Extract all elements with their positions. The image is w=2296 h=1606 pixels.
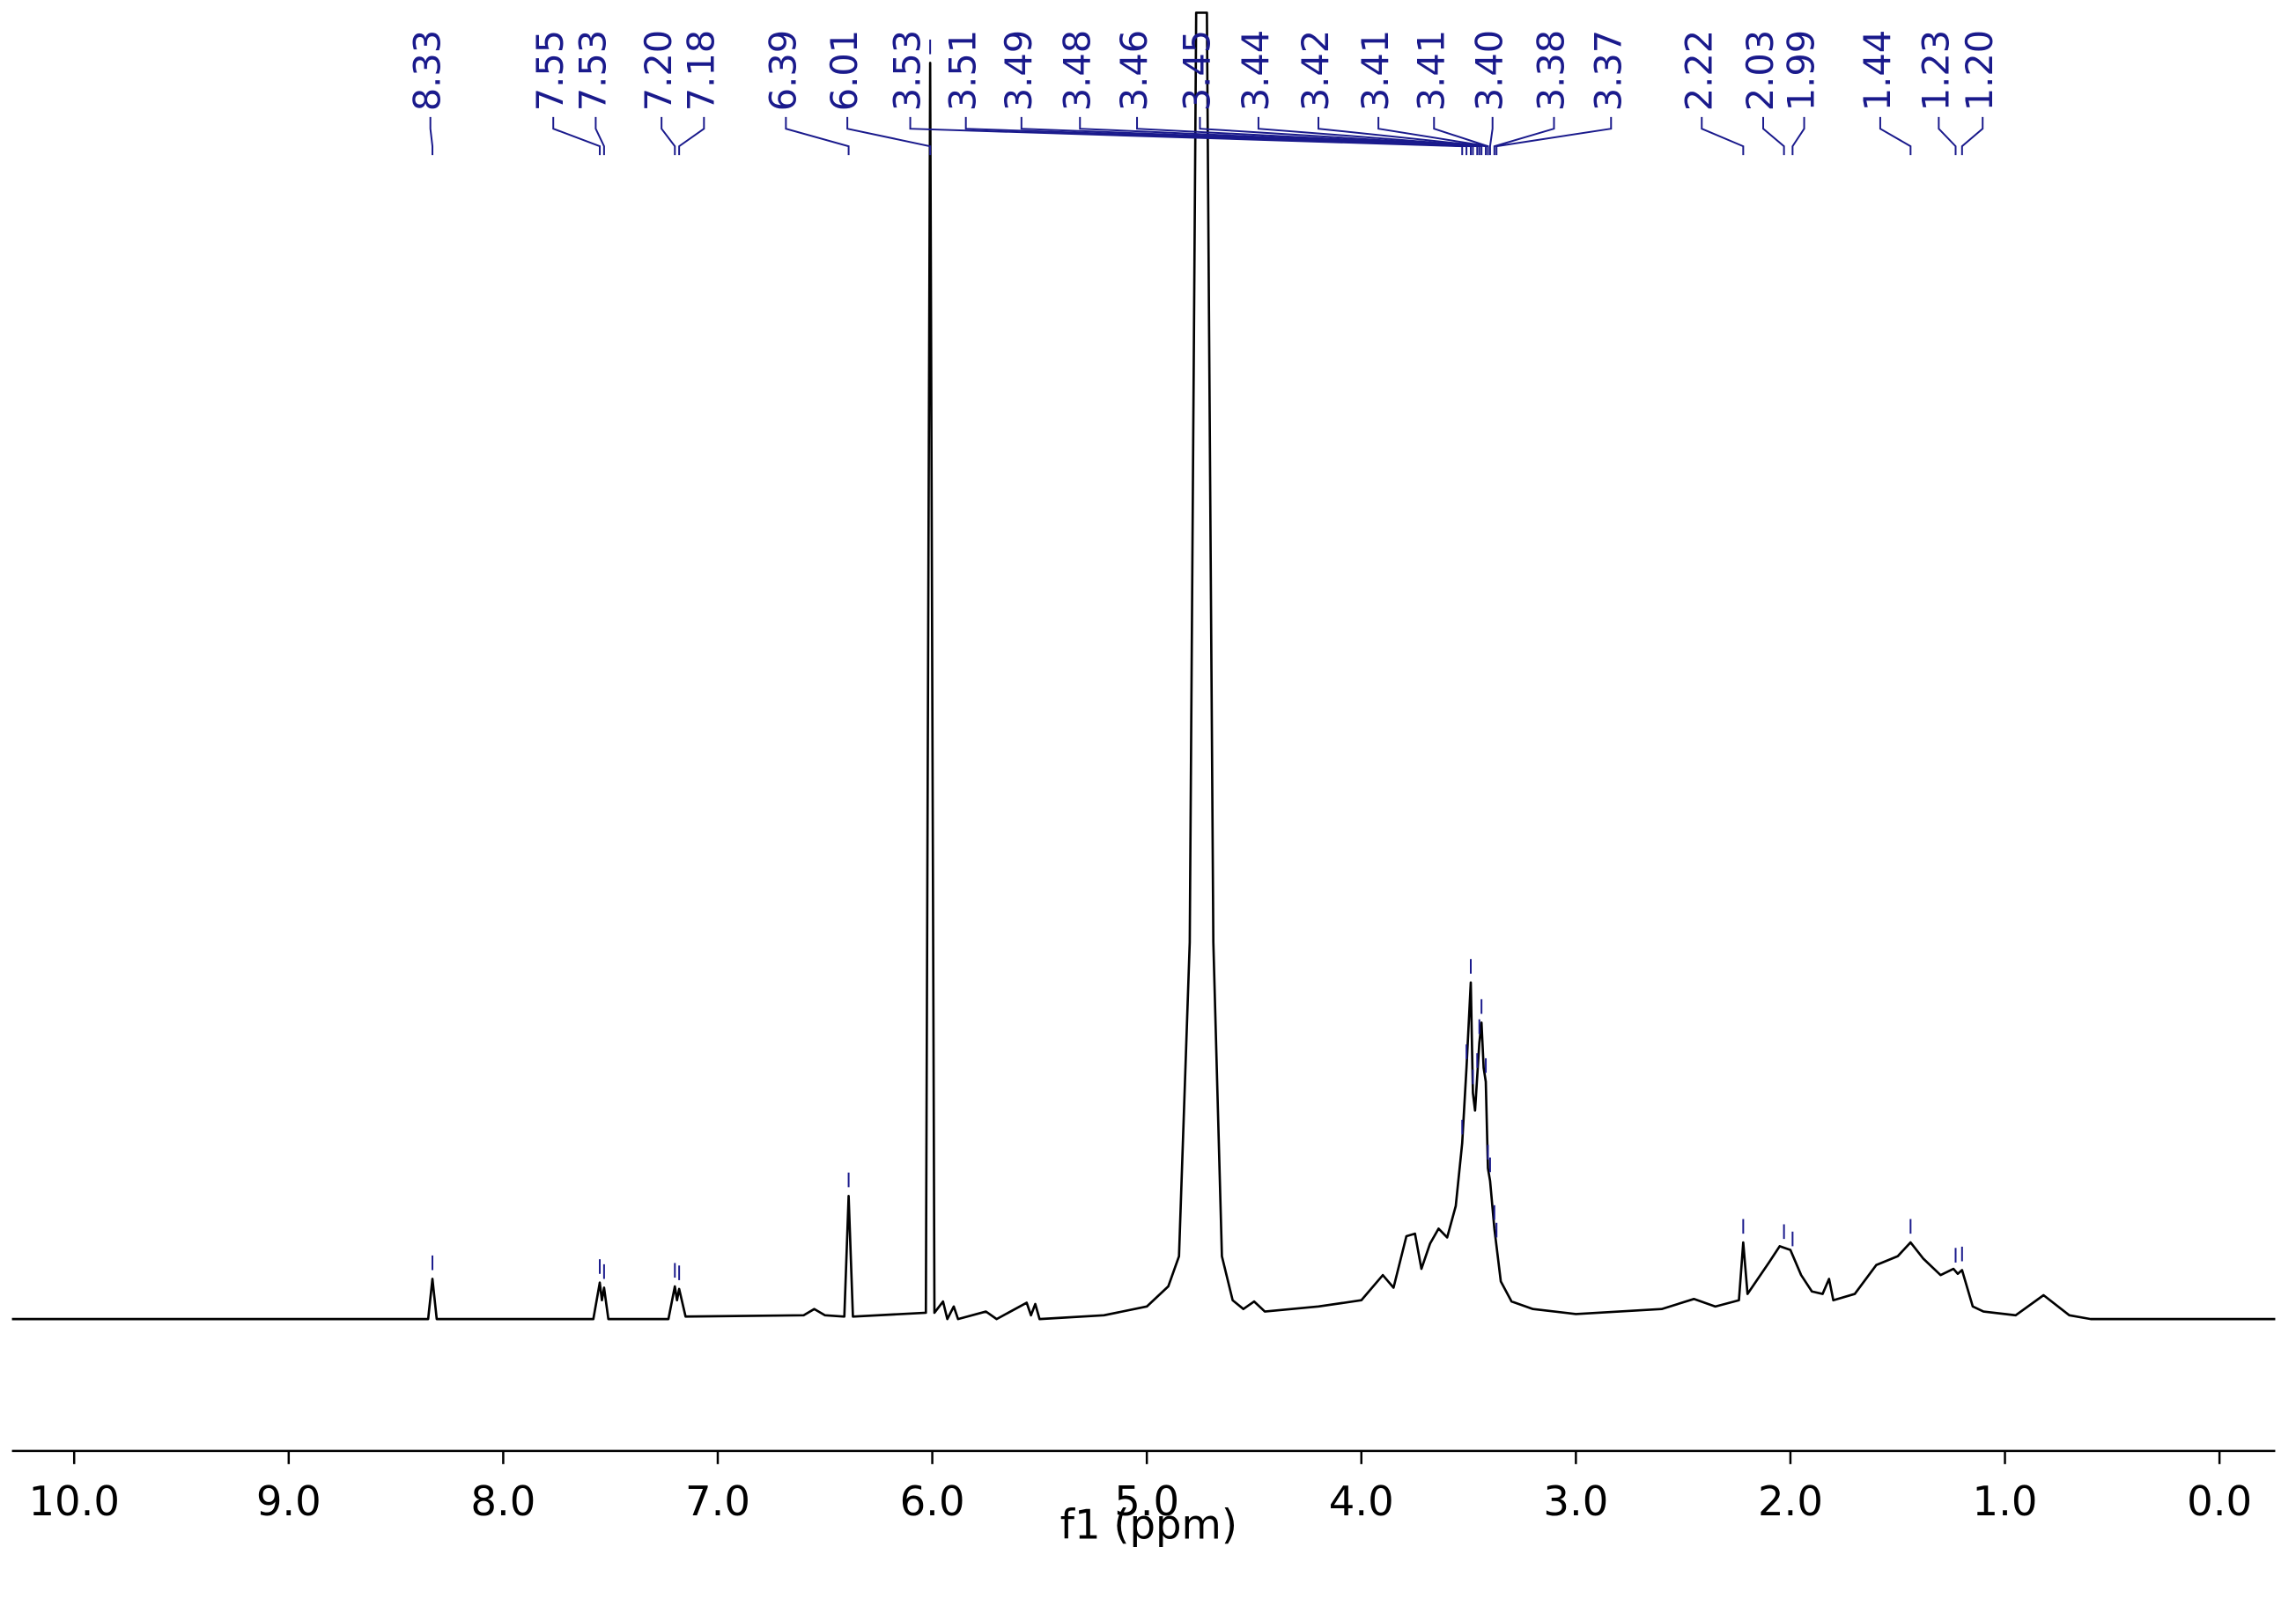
- spectrum-line: [11, 11, 2276, 1321]
- peak-connector: [429, 116, 434, 156]
- peak-connector: [1493, 116, 1555, 156]
- peak-connector: [678, 116, 705, 156]
- x-tick-label: 5.0: [1114, 1477, 1179, 1525]
- x-axis-label: f1 (ppm): [1060, 1501, 1237, 1549]
- peak-label: 6.01: [823, 30, 866, 111]
- peak-label: 3.49: [997, 30, 1040, 111]
- peak-label: 1.44: [1856, 30, 1899, 111]
- peak-connector: [964, 116, 1468, 156]
- peak-label: 3.44: [1234, 30, 1277, 111]
- peak-label: 3.45: [1175, 30, 1218, 111]
- peak-connector: [1136, 116, 1479, 156]
- x-tick-label: 9.0: [256, 1477, 321, 1525]
- x-tick-label: 4.0: [1329, 1477, 1394, 1525]
- peak-label: 7.55: [528, 30, 572, 111]
- peak-label: 1.99: [1780, 30, 1823, 111]
- peak-label: 7.18: [679, 30, 722, 111]
- peak-label: 3.46: [1112, 30, 1155, 111]
- peak-connector: [1762, 116, 1785, 156]
- peak-connector: [1199, 116, 1480, 156]
- peak-label: 3.42: [1294, 30, 1337, 111]
- peak-label: 3.41: [1354, 30, 1397, 111]
- peak-connector: [552, 116, 602, 156]
- peak-label: 3.38: [1529, 30, 1572, 111]
- peak-connector: [1960, 116, 1984, 156]
- peak-connector: [1791, 116, 1805, 156]
- peak-label: 2.22: [1677, 30, 1720, 111]
- peak-connector: [785, 116, 850, 156]
- peak-label: 7.53: [571, 30, 614, 111]
- peak-connector: [1020, 116, 1472, 156]
- x-tick-label: 3.0: [1543, 1477, 1608, 1525]
- x-tick-label: 10.0: [28, 1477, 120, 1525]
- peak-label: 8.33: [406, 30, 449, 111]
- peak-connector: [1701, 116, 1745, 156]
- peak-label: 3.37: [1586, 30, 1629, 111]
- x-tick-label: 0.0: [2187, 1477, 2252, 1525]
- peak-connector: [1433, 116, 1489, 156]
- peak-connector: [1879, 116, 1912, 156]
- peak-label: 3.40: [1468, 30, 1511, 111]
- x-tick-label: 6.0: [900, 1477, 965, 1525]
- x-tick-label: 2.0: [1758, 1477, 1823, 1525]
- peak-label: 1.23: [1914, 30, 1957, 111]
- peak-label: 3.41: [1409, 30, 1452, 111]
- peak-connector: [846, 116, 932, 156]
- x-tick-label: 1.0: [1973, 1477, 2038, 1525]
- peak-label: 2.03: [1739, 30, 1782, 111]
- peak-connector: [1257, 116, 1483, 156]
- peak-connector: [1938, 116, 1957, 156]
- peak-label: 3.53: [886, 30, 929, 111]
- peak-label: 1.20: [1958, 30, 2001, 111]
- peak-connector: [594, 116, 605, 156]
- peak-label: 3.51: [941, 30, 985, 111]
- x-tick-label: 7.0: [685, 1477, 750, 1525]
- peak-label: 6.39: [761, 30, 804, 111]
- peak-connector: [661, 116, 676, 156]
- x-tick-label: 8.0: [470, 1477, 535, 1525]
- peak-connector: [1079, 116, 1474, 156]
- peak-connector: [1488, 116, 1494, 156]
- peak-connector: [1495, 116, 1613, 156]
- peak-label: 3.48: [1055, 30, 1098, 111]
- peak-connector: [909, 116, 1464, 156]
- peak-connector: [1318, 116, 1488, 156]
- peak-label: 7.20: [637, 30, 680, 111]
